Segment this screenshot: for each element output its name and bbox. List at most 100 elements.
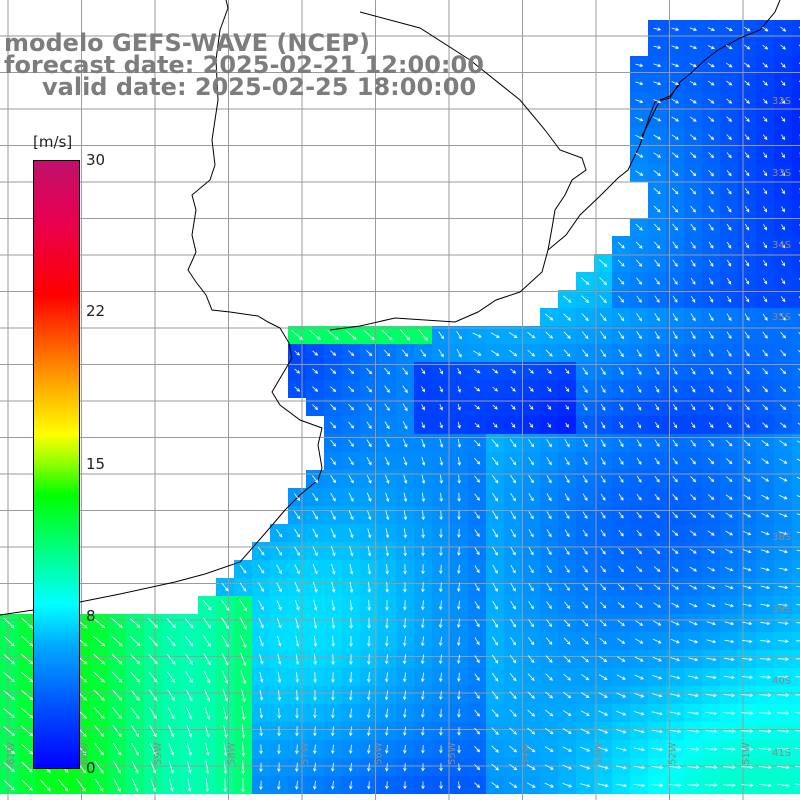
wind-vector-arrow: [618, 349, 624, 358]
wind-vector-arrow: [313, 708, 317, 719]
wind-vector-arrow: [330, 528, 336, 539]
wind-vector-arrow: [259, 726, 263, 737]
wind-vector-arrow: [420, 368, 426, 375]
wind-vector-arrow: [223, 724, 228, 739]
wind-vector-arrow: [474, 583, 480, 592]
wind-vector-arrow: [796, 622, 800, 624]
wind-vector-arrow: [385, 763, 389, 772]
wind-vector-arrow: [796, 586, 800, 588]
wind-vector-arrow: [546, 404, 552, 410]
wind-vector-arrow: [385, 474, 390, 484]
wind-vector-arrow: [348, 368, 355, 375]
wind-vector-arrow: [474, 764, 481, 771]
wind-vector-arrow: [580, 710, 590, 716]
wind-vector-arrow: [544, 764, 554, 770]
wind-vector-arrow: [276, 564, 282, 575]
wind-vector-arrow: [366, 492, 372, 502]
wind-vector-arrow: [669, 783, 682, 787]
wind-vector-arrow: [562, 746, 573, 752]
wind-vector-arrow: [652, 638, 662, 644]
wind-vector-arrow: [600, 493, 606, 501]
wind-vector-arrow: [635, 241, 643, 249]
model-title: modelo GEFS-WAVE (NCEP): [4, 29, 370, 57]
wind-vector-arrow: [706, 621, 717, 626]
wind-vector-arrow: [528, 529, 534, 538]
wind-vector-arrow: [778, 513, 788, 518]
wind-vector-arrow: [403, 744, 407, 754]
wind-vector-arrow: [492, 528, 498, 538]
wind-vector-arrow: [349, 726, 353, 737]
wind-vector-arrow: [509, 457, 517, 466]
wind-vector-arrow: [421, 781, 425, 790]
wind-vector-arrow: [795, 640, 800, 642]
wind-vector-arrow: [617, 638, 626, 644]
wind-vector-arrow: [112, 707, 123, 720]
wind-vector-arrow: [330, 546, 336, 557]
wind-vector-arrow: [21, 725, 34, 737]
wind-vector-arrow: [690, 476, 697, 483]
wind-vector-arrow: [3, 726, 16, 737]
wind-vector-arrow: [312, 404, 319, 411]
wind-vector-arrow: [111, 635, 123, 647]
wind-vector-arrow: [759, 747, 772, 751]
wind-vector-arrow: [277, 780, 281, 791]
wind-vector-arrow: [562, 764, 573, 770]
wind-vector-arrow: [527, 655, 535, 664]
wind-vector-arrow: [421, 763, 425, 772]
wind-vector-arrow: [689, 602, 698, 608]
wind-vector-arrow: [618, 565, 625, 573]
wind-vector-arrow: [671, 98, 680, 104]
wind-vector-arrow: [348, 492, 354, 502]
wind-vector-arrow: [744, 98, 750, 104]
latitude-label: 41S: [772, 748, 791, 759]
wind-vector-arrow: [759, 729, 772, 733]
wind-vector-arrow: [258, 618, 264, 629]
wind-vector-arrow: [618, 475, 624, 483]
wind-speed-cell: [792, 38, 800, 56]
wind-vector-arrow: [94, 760, 104, 774]
wind-vector-arrow: [167, 707, 175, 720]
wind-vector-arrow: [708, 385, 714, 393]
wind-vector-arrow: [330, 457, 336, 466]
wind-vector-arrow: [312, 564, 318, 575]
wind-vector-arrow: [708, 277, 714, 285]
wind-vector-arrow: [636, 331, 642, 340]
wind-vector-arrow: [651, 783, 664, 788]
wind-vector-arrow: [600, 457, 606, 466]
wind-vector-arrow: [457, 421, 461, 429]
wind-vector-arrow: [636, 367, 642, 376]
wind-vector-arrow: [509, 439, 517, 448]
wind-vector-arrow: [671, 170, 679, 177]
wind-vector-arrow: [725, 44, 733, 50]
wind-vector-arrow: [438, 349, 444, 358]
wind-vector-arrow: [313, 617, 318, 630]
wind-vector-arrow: [184, 635, 194, 647]
wind-vector-arrow: [708, 476, 715, 483]
wind-vector-arrow: [457, 510, 461, 521]
wind-vector-arrow: [672, 422, 678, 429]
longitude-label: 59W: [153, 742, 164, 765]
wind-vector-arrow: [689, 566, 698, 572]
wind-vector-arrow: [457, 600, 461, 611]
wind-vector-arrow: [490, 332, 500, 338]
wind-vector-arrow: [457, 528, 461, 539]
wind-vector-arrow: [169, 778, 174, 792]
wind-vector-arrow: [690, 403, 696, 411]
wind-vector-arrow: [438, 636, 443, 647]
wind-vector-arrow: [635, 223, 643, 231]
wind-vector-arrow: [708, 439, 715, 447]
wind-vector-arrow: [688, 657, 699, 662]
wind-vector-arrow: [742, 585, 752, 590]
wind-vector-arrow: [780, 98, 786, 104]
wind-vector-arrow: [705, 675, 717, 680]
wind-vector-arrow: [707, 566, 716, 572]
wind-vector-arrow: [724, 639, 735, 644]
wind-vector-arrow: [724, 657, 735, 662]
wind-vector-arrow: [617, 602, 625, 609]
wind-vector-arrow: [421, 618, 425, 629]
wind-vector-arrow: [654, 385, 660, 393]
wind-vector-arrow: [744, 80, 751, 86]
wind-vector-arrow: [367, 546, 372, 557]
wind-vector-arrow: [744, 134, 750, 141]
wind-vector-arrow: [744, 331, 750, 339]
